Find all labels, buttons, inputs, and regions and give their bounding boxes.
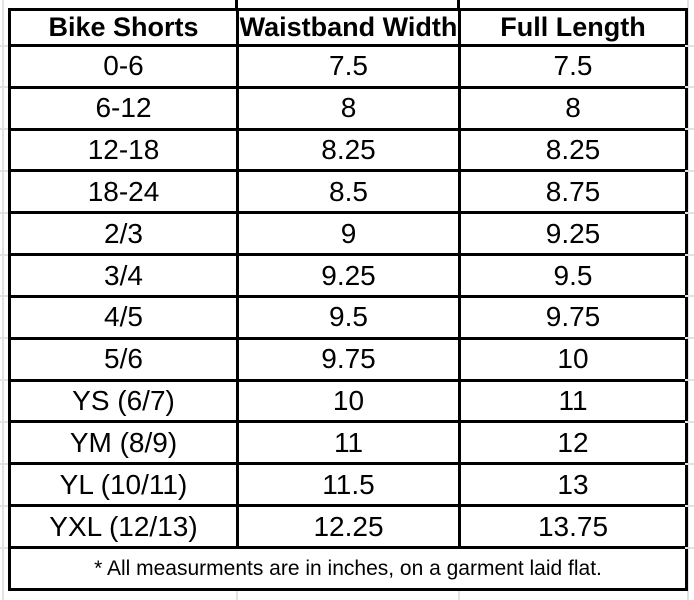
sheet-gridline-horizontal-stub bbox=[685, 86, 694, 89]
waistband-width-cell[interactable]: 9.75 bbox=[236, 336, 461, 382]
header-row: Bike Shorts Waistband Width Full Length bbox=[8, 8, 688, 47]
waistband-width-cell[interactable]: 8.5 bbox=[236, 169, 461, 215]
size-cell[interactable]: YM (8/9) bbox=[8, 420, 239, 466]
sheet-gridline-horizontal-stub bbox=[685, 420, 694, 423]
sheet-gridline-horizontal-stub bbox=[685, 462, 694, 465]
full-length-cell[interactable]: 12 bbox=[458, 420, 688, 466]
sheet-gridline-horizontal-stub bbox=[0, 295, 8, 298]
footnote-cell[interactable]: * All measurments are in inches, on a ga… bbox=[8, 546, 688, 591]
table-row: YXL (12/13) 12.25 13.75 bbox=[8, 504, 688, 549]
sheet-gridline-horizontal-stub bbox=[0, 420, 8, 423]
waistband-width-cell[interactable]: 8.25 bbox=[236, 127, 461, 173]
sheet-gridline-horizontal-stub bbox=[685, 128, 694, 131]
table-row: 12-18 8.25 8.25 bbox=[8, 127, 688, 173]
sheet-gridline-horizontal-stub bbox=[0, 86, 8, 89]
size-cell[interactable]: 6-12 bbox=[8, 85, 239, 131]
table-row: 18-24 8.5 8.75 bbox=[8, 169, 688, 215]
sheet-gridline-horizontal-stub bbox=[685, 295, 694, 298]
size-cell[interactable]: YXL (12/13) bbox=[8, 504, 239, 549]
size-cell[interactable]: 0-6 bbox=[8, 44, 239, 89]
column-border-stub-top-2 bbox=[457, 0, 460, 11]
full-length-cell[interactable]: 13 bbox=[458, 462, 688, 508]
full-length-cell[interactable]: 8.25 bbox=[458, 127, 688, 173]
sheet-gridline-vertical-col2-bottom bbox=[458, 591, 460, 600]
size-cell[interactable]: 18-24 bbox=[8, 169, 239, 215]
full-length-cell[interactable]: 9.25 bbox=[458, 211, 688, 257]
size-cell[interactable]: 5/6 bbox=[8, 336, 239, 382]
table-header-row: Bike Shorts Waistband Width Full Length bbox=[8, 8, 688, 47]
sheet-gridline-horizontal-stub bbox=[0, 337, 8, 340]
table-row: 3/4 9.25 9.5 bbox=[8, 253, 688, 298]
table-row: 4/5 9.5 9.75 bbox=[8, 294, 688, 340]
column-header-size[interactable]: Bike Shorts bbox=[8, 8, 239, 47]
sheet-gridline-vertical-col1-bottom bbox=[236, 591, 238, 600]
sheet-gridline-vertical-left bbox=[2, 0, 4, 600]
sheet-gridline-horizontal-stub bbox=[0, 169, 8, 172]
size-chart-table: Bike Shorts Waistband Width Full Length … bbox=[8, 8, 688, 591]
sheet-gridline-horizontal-stub bbox=[685, 504, 694, 507]
table-row: YL (10/11) 11.5 13 bbox=[8, 462, 688, 508]
full-length-cell[interactable]: 9.75 bbox=[458, 294, 688, 340]
sheet-gridline-horizontal-stub bbox=[0, 504, 8, 507]
size-cell[interactable]: 12-18 bbox=[8, 127, 239, 173]
table-row: 2/3 9 9.25 bbox=[8, 211, 688, 257]
full-length-cell[interactable]: 8 bbox=[458, 85, 688, 131]
sheet-gridline-horizontal-stub bbox=[685, 337, 694, 340]
column-header-full-length[interactable]: Full Length bbox=[458, 8, 688, 47]
sheet-gridline-horizontal-stub bbox=[0, 128, 8, 131]
size-cell[interactable]: YL (10/11) bbox=[8, 462, 239, 508]
sheet-gridline-horizontal-stub bbox=[685, 44, 694, 47]
waistband-width-cell[interactable]: 8 bbox=[236, 85, 461, 131]
table-row: 0-6 7.5 7.5 bbox=[8, 44, 688, 89]
full-length-cell[interactable]: 8.75 bbox=[458, 169, 688, 215]
size-cell[interactable]: 3/4 bbox=[8, 253, 239, 298]
waistband-width-cell[interactable]: 12.25 bbox=[236, 504, 461, 549]
waistband-width-cell[interactable]: 11 bbox=[236, 420, 461, 466]
sheet-gridline-horizontal-stub bbox=[685, 253, 694, 256]
sheet-gridline-horizontal-stub bbox=[0, 253, 8, 256]
footnote-row: * All measurments are in inches, on a ga… bbox=[8, 546, 688, 591]
full-length-cell[interactable]: 10 bbox=[458, 336, 688, 382]
sheet-gridline-horizontal-stub bbox=[685, 169, 694, 172]
table-row: 5/6 9.75 10 bbox=[8, 336, 688, 382]
sheet-gridline-horizontal-stub bbox=[685, 211, 694, 214]
table-footer: * All measurments are in inches, on a ga… bbox=[8, 546, 688, 591]
waistband-width-cell[interactable]: 7.5 bbox=[236, 44, 461, 89]
waistband-width-cell[interactable]: 11.5 bbox=[236, 462, 461, 508]
table-body: 0-6 7.5 7.5 6-12 8 8 12-18 8.25 8.25 18-24 8.5 8.75… bbox=[8, 44, 688, 549]
column-border-stub-top-1 bbox=[235, 0, 238, 11]
full-length-cell[interactable]: 9.5 bbox=[458, 253, 688, 298]
sheet-gridline-vertical-right bbox=[687, 0, 689, 600]
full-length-cell[interactable]: 13.75 bbox=[458, 504, 688, 549]
waistband-width-cell[interactable]: 9.25 bbox=[236, 253, 461, 298]
waistband-width-cell[interactable]: 9.5 bbox=[236, 294, 461, 340]
size-cell[interactable]: YS (6/7) bbox=[8, 378, 239, 424]
full-length-cell[interactable]: 7.5 bbox=[458, 44, 688, 89]
sheet-gridline-horizontal-stub bbox=[685, 379, 694, 382]
size-cell[interactable]: 2/3 bbox=[8, 211, 239, 257]
sheet-gridline-horizontal-stub bbox=[0, 546, 8, 549]
sheet-gridline-horizontal-stub bbox=[0, 462, 8, 465]
waistband-width-cell[interactable]: 9 bbox=[236, 211, 461, 257]
sheet-gridline-horizontal-stub bbox=[0, 379, 8, 382]
size-cell[interactable]: 4/5 bbox=[8, 294, 239, 340]
waistband-width-cell[interactable]: 10 bbox=[236, 378, 461, 424]
table-row: YS (6/7) 10 11 bbox=[8, 378, 688, 424]
table-row: YM (8/9) 11 12 bbox=[8, 420, 688, 466]
sheet-gridline-horizontal-stub bbox=[0, 211, 8, 214]
sheet-gridline-horizontal-stub bbox=[685, 546, 694, 549]
table-row: 6-12 8 8 bbox=[8, 85, 688, 131]
sheet-gridline-horizontal-stub bbox=[0, 44, 8, 47]
full-length-cell[interactable]: 11 bbox=[458, 378, 688, 424]
column-header-waistband-width[interactable]: Waistband Width bbox=[236, 8, 461, 47]
